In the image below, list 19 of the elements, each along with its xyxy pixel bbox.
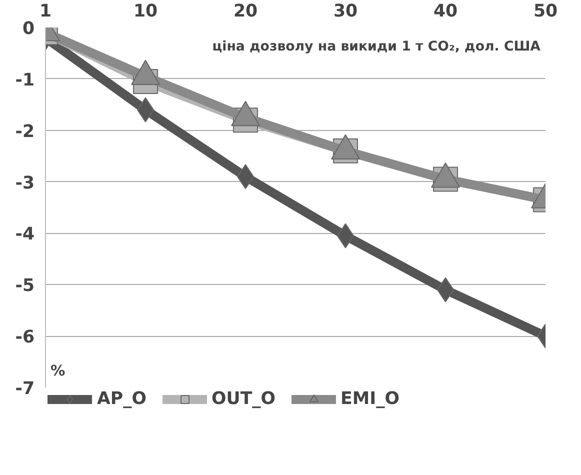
y-tick-label: -4	[15, 224, 34, 245]
y-tick-label: -5	[15, 276, 34, 296]
legend-label: AP_O	[97, 389, 147, 409]
y-axis-title: %	[50, 362, 66, 380]
y-tick-label: -1	[15, 70, 34, 90]
legend-label: OUT_O	[212, 389, 276, 409]
x-tick-label: 30	[333, 2, 358, 22]
y-tick-label: 0	[22, 19, 35, 39]
y-tick-label: -3	[15, 173, 34, 194]
x-tick-label: 10	[133, 2, 158, 22]
y-tick-label: -6	[15, 328, 34, 348]
x-tick-label: 20	[233, 2, 258, 22]
x-tick-label: 50	[533, 2, 558, 22]
x-tick-label: 40	[433, 2, 458, 22]
y-tick-label: -7	[15, 379, 34, 399]
x-tick-label: 1	[39, 2, 52, 22]
y-tick-label: -2	[15, 122, 34, 142]
legend-label: EMI_O	[340, 389, 400, 409]
x-axis-title: ціна дозволу на викиди 1 т CO₂, дол. США	[212, 40, 542, 54]
